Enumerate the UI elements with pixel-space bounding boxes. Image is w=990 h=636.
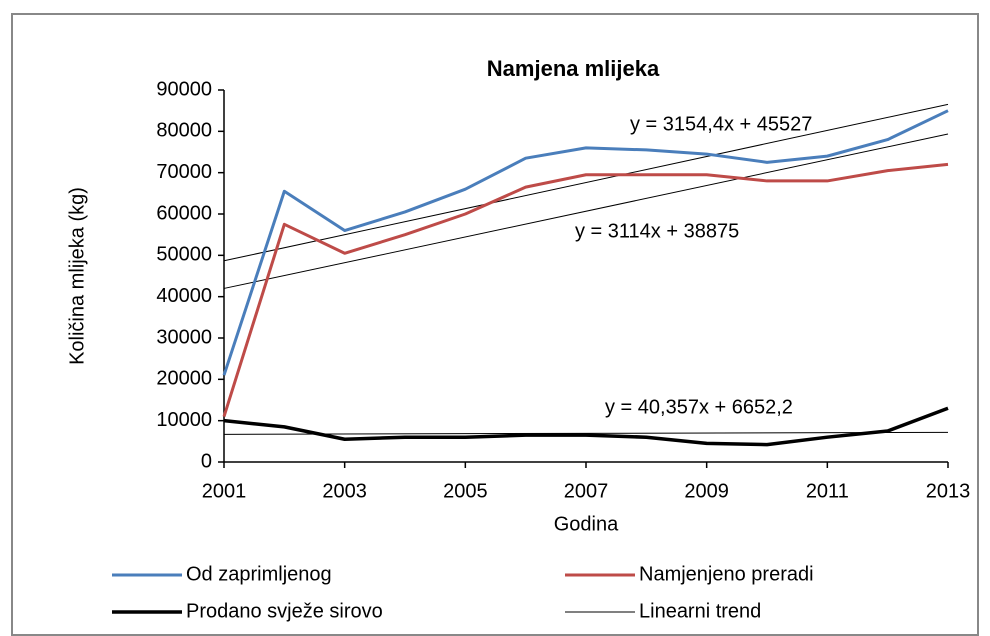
y-tick-label: 40000 [156,285,212,307]
y-tick-label: 50000 [156,244,212,266]
y-tick-label: 90000 [156,78,212,100]
legend-label: Prodano svježe sirovo [186,600,383,622]
chart-frame [11,13,979,636]
y-tick-label: 70000 [156,161,212,183]
legend-label: Namjenjeno preradi [639,563,814,585]
y-tick-label: 80000 [156,120,212,142]
y-tick-label: 20000 [156,368,212,390]
y-tick-label: 30000 [156,326,212,348]
x-tick-label: 2001 [202,480,247,502]
x-tick-label: 2013 [926,480,971,502]
y-tick-label: 60000 [156,202,212,224]
trend-equation: y = 40,357x + 6652,2 [605,396,793,418]
x-tick-label: 2011 [806,480,849,502]
trend-line [223,133,949,289]
trend-line [223,103,949,262]
x-tick-label: 2009 [684,480,729,502]
x-tick-label: 2003 [322,480,367,502]
y-axis-label: Količina mlijeka (kg) [66,187,88,365]
legend-label: Linearni trend [639,600,761,622]
chart-title: Namjena mlijeka [487,56,660,81]
trend-equation: y = 3114x + 38875 [575,220,739,242]
series-line [222,109,949,376]
legend-label: Od zaprimljenog [186,563,332,585]
x-tick-label: 2005 [443,480,488,502]
series-line [223,406,949,447]
y-tick-label: 0 [201,450,212,472]
y-tick-label: 10000 [156,409,212,431]
x-tick-label: 2007 [564,480,609,502]
series-line [222,162,949,417]
x-axis-label: Godina [554,513,619,535]
trend-equation: y = 3154,4x + 45527 [630,113,812,135]
trend-line [223,431,949,435]
